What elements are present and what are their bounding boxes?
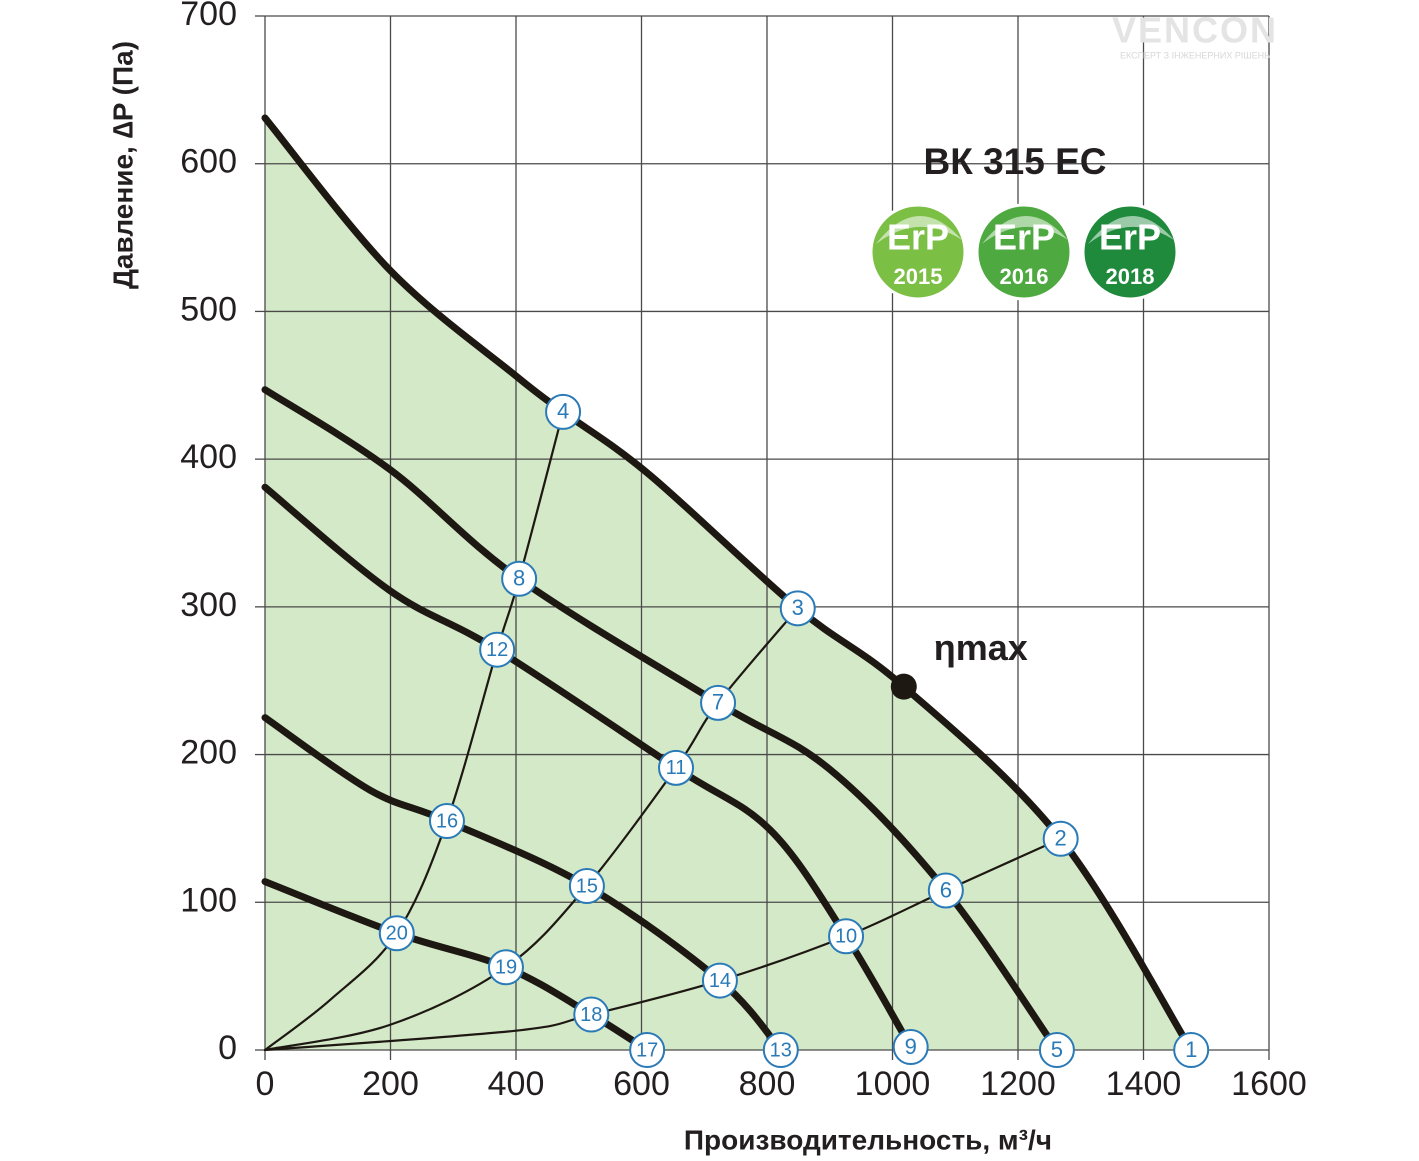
point-label: 4 [557, 399, 569, 424]
point-marker [479, 631, 516, 668]
point-marker [701, 962, 738, 999]
point-label: 12 [486, 639, 508, 661]
badge-swoosh [1088, 215, 1174, 244]
point-marker [1038, 1032, 1075, 1068]
x-tick-label: 200 [362, 1065, 419, 1103]
fan-curve [261, 114, 1195, 1054]
point-label: 18 [580, 1004, 602, 1026]
point-label: 5 [1051, 1037, 1063, 1062]
badge-year: 2018 [1106, 264, 1155, 289]
badge-text: ErP [887, 217, 949, 258]
y-tick-label: 500 [180, 290, 237, 328]
y-tick-label: 600 [180, 143, 237, 181]
x-tick-label: 0 [256, 1065, 275, 1103]
x-tick-label: 400 [488, 1065, 545, 1103]
point-marker [487, 949, 524, 986]
point-marker [892, 1029, 929, 1066]
point-marker [779, 590, 816, 627]
operating-area [265, 117, 1192, 1051]
logo-name: VENCON [1112, 10, 1278, 51]
point-label: 6 [940, 877, 952, 902]
point-label: 7 [712, 690, 724, 715]
y-tick-label: 200 [180, 734, 237, 772]
x-axis-label: Производительность, м³/ч [684, 1124, 1052, 1155]
point-label: 9 [905, 1034, 917, 1059]
area-layer [265, 117, 1192, 1051]
y-tick-label: 0 [218, 1029, 237, 1067]
point-marker [762, 1032, 799, 1068]
badge-year: 2016 [1000, 264, 1049, 289]
top-layer: 0 200 400 600 800 1000 1200 1400 160001002003004… [180, 0, 1307, 1103]
point-marker [545, 393, 582, 430]
point-marker [568, 868, 605, 905]
y-tick-label: 700 [180, 0, 237, 33]
badge-swoosh [876, 215, 962, 244]
point-marker [700, 684, 737, 721]
point-marker [629, 1032, 666, 1068]
point-marker [428, 803, 465, 840]
point-marker [828, 918, 865, 955]
point-label: 3 [792, 595, 804, 620]
y-tick-label: 400 [180, 438, 237, 476]
point-label: 15 [576, 875, 598, 897]
x-tick-label: 1400 [1106, 1065, 1182, 1103]
point-marker [658, 749, 695, 786]
point-label: 17 [636, 1039, 658, 1061]
logo-tagline: ЕКСПЕРТ З ІНЖЕНЕРНИХ РІШЕНЬ [1120, 50, 1270, 60]
point-label: 16 [436, 810, 458, 832]
point-label: 14 [709, 970, 731, 992]
point-label: 19 [495, 957, 517, 979]
x-tick-label: 1200 [980, 1065, 1056, 1103]
y-axis-label: Давление, ∆P (Па) [107, 41, 138, 289]
point-label: 13 [770, 1039, 792, 1061]
point-marker [927, 872, 964, 909]
eta-max-label: ηmax [934, 627, 1028, 668]
badge-swoosh [982, 215, 1068, 244]
point-marker [501, 560, 538, 597]
point-label: 2 [1055, 826, 1067, 851]
x-tick-label: 600 [613, 1065, 670, 1103]
point-marker [573, 996, 610, 1033]
point-label: 1 [1185, 1037, 1197, 1062]
point-marker [1173, 1032, 1210, 1068]
point-marker [1042, 820, 1079, 857]
y-tick-label: 100 [180, 881, 237, 919]
x-tick-label: 800 [739, 1065, 796, 1103]
x-tick-label: 1600 [1231, 1065, 1307, 1103]
point-label: 11 [666, 757, 687, 779]
eta-max-point [890, 673, 917, 700]
point-label: 20 [386, 923, 408, 945]
badge-text: ErP [1099, 217, 1161, 258]
y-tick-label: 300 [180, 586, 237, 624]
x-tick-label: 1000 [855, 1065, 931, 1103]
badge-year: 2015 [894, 264, 943, 289]
point-marker [378, 915, 415, 952]
point-label: 10 [835, 926, 857, 948]
badge-text: ErP [993, 217, 1055, 258]
chart-title: ВК 315 ЕС [924, 141, 1107, 182]
point-label: 8 [513, 566, 525, 591]
